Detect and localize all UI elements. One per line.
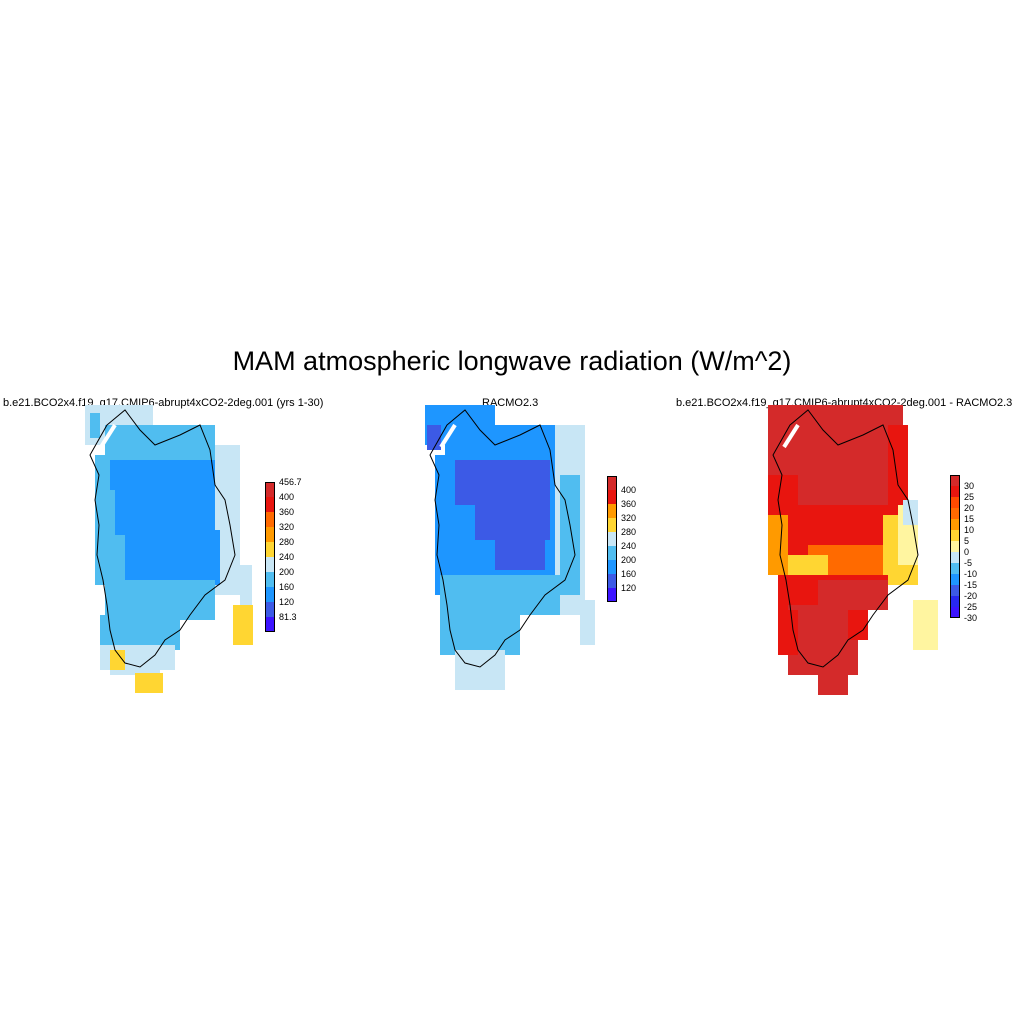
colorbar-segment xyxy=(950,497,960,508)
colorbar-segment xyxy=(265,542,275,557)
panel-1-title: b.e21.BCO2x4.f19_g17.CMIP6-abrupt4xCO2-2… xyxy=(3,397,324,409)
panel-1-map xyxy=(85,405,260,705)
colorbar-label: 320 xyxy=(621,513,637,523)
colorbar-label: 280 xyxy=(279,537,295,547)
colorbar-label: -20 xyxy=(964,591,978,601)
colorbar-segment xyxy=(607,588,617,602)
colorbar-label: 25 xyxy=(964,492,975,502)
colorbar-label: 10 xyxy=(964,525,975,535)
colorbar-segment xyxy=(265,482,275,497)
colorbar-label: 20 xyxy=(964,503,975,513)
greenland-coastline xyxy=(429,409,576,668)
colorbar-label: 5 xyxy=(964,536,970,546)
colorbar-segment xyxy=(265,572,275,587)
colorbar-label: 200 xyxy=(279,567,295,577)
greenland-coastline xyxy=(89,409,236,668)
colorbar-label: 120 xyxy=(621,583,637,593)
colorbar-segment xyxy=(607,574,617,588)
colorbar-segment xyxy=(950,596,960,607)
colorbar-label: -15 xyxy=(964,580,978,590)
panel-2-title: RACMO2.3 xyxy=(482,397,539,409)
colorbar-segment xyxy=(950,530,960,541)
colorbar-segment xyxy=(265,602,275,617)
colorbar-segment xyxy=(265,587,275,602)
colorbar-label: 81.3 xyxy=(279,612,297,622)
colorbar-segment xyxy=(950,508,960,519)
colorbar-segment xyxy=(950,519,960,530)
map-cells xyxy=(425,405,595,690)
colorbar-label: 160 xyxy=(621,569,637,579)
colorbar-segment xyxy=(950,585,960,596)
greenland-coastline xyxy=(772,409,919,668)
colorbar-segment xyxy=(950,574,960,585)
main-title: MAM atmospheric longwave radiation (W/m^… xyxy=(232,346,792,376)
colorbar-segment xyxy=(607,560,617,574)
colorbar-label: -10 xyxy=(964,569,978,579)
colorbar-segment xyxy=(265,527,275,542)
colorbar-label: 0 xyxy=(964,547,970,557)
colorbar-label: 320 xyxy=(279,522,295,532)
colorbar-label: 400 xyxy=(279,492,295,502)
map-cells xyxy=(85,405,253,693)
colorbar-label: -30 xyxy=(964,613,978,623)
colorbar-label: 240 xyxy=(279,552,295,562)
colorbar-segment xyxy=(607,476,617,490)
colorbar-segment xyxy=(607,504,617,518)
colorbar-label: 400 xyxy=(621,485,637,495)
colorbar-segment xyxy=(607,518,617,532)
panel-3-title: b.e21.BCO2x4.f19_g17.CMIP6-abrupt4xCO2-2… xyxy=(676,397,1013,409)
colorbar-label: -25 xyxy=(964,602,978,612)
colorbar-label: 200 xyxy=(621,555,637,565)
colorbar-segment xyxy=(950,475,960,486)
colorbar-segment xyxy=(265,497,275,512)
panel-2-map xyxy=(425,405,605,705)
map-cells xyxy=(768,405,938,695)
colorbar-segment xyxy=(265,557,275,572)
colorbar-segment xyxy=(607,532,617,546)
colorbar-segment xyxy=(265,512,275,527)
colorbar-label: -5 xyxy=(964,558,973,568)
colorbar-segment xyxy=(950,486,960,497)
colorbar-segment xyxy=(265,617,275,632)
colorbar-label: 280 xyxy=(621,527,637,537)
colorbar-segment xyxy=(950,607,960,618)
colorbar-segment xyxy=(950,552,960,563)
colorbar-segment xyxy=(950,563,960,574)
colorbar-label: 360 xyxy=(279,507,295,517)
colorbar-label: 360 xyxy=(621,499,637,509)
colorbar-label: 15 xyxy=(964,514,975,524)
colorbar-label: 120 xyxy=(279,597,295,607)
colorbar-segment xyxy=(607,546,617,560)
colorbar-segment xyxy=(607,490,617,504)
colorbar-segment xyxy=(950,541,960,552)
colorbar-label: 160 xyxy=(279,582,295,592)
panel-3-map xyxy=(768,405,940,705)
colorbar-label: 456.7 xyxy=(279,477,302,487)
colorbar-label: 240 xyxy=(621,541,637,551)
colorbar-label: 30 xyxy=(964,481,975,491)
